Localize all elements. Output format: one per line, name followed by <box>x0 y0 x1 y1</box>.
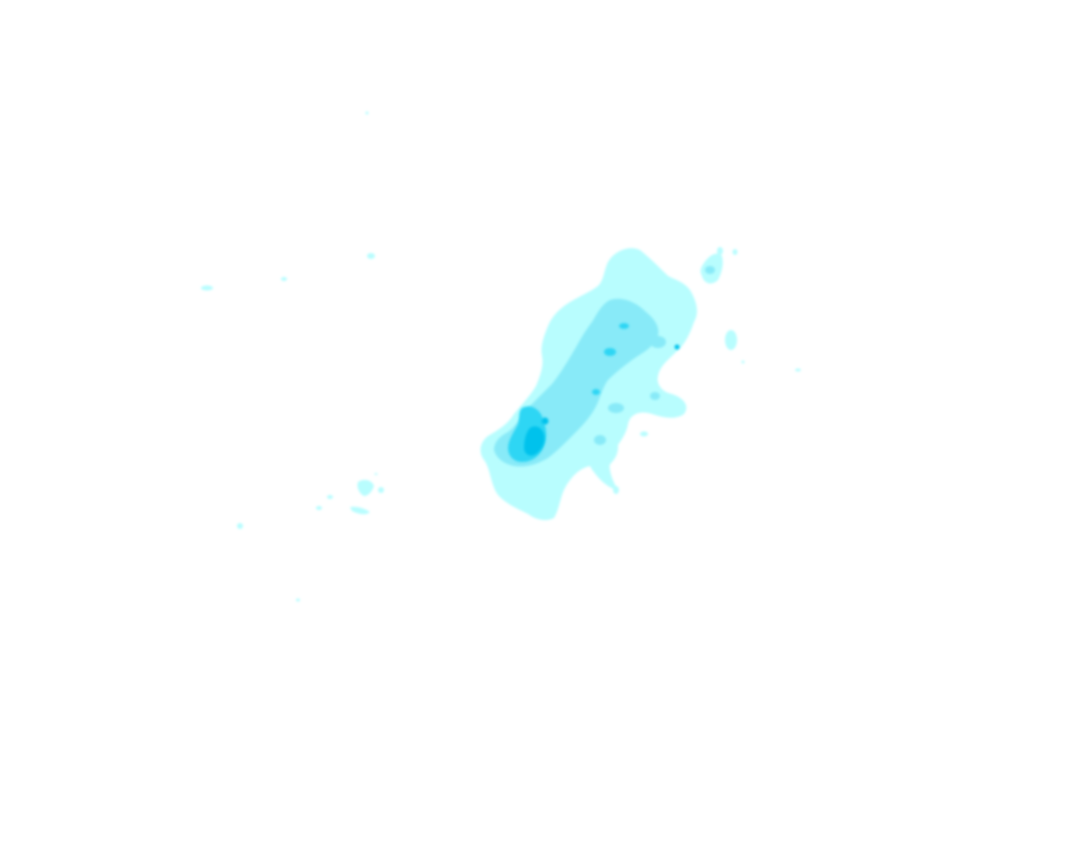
precip-blob <box>592 389 600 395</box>
precip-area-light-east <box>588 434 619 474</box>
precip-blob <box>732 249 738 255</box>
precip-blob <box>674 344 680 350</box>
precip-blob <box>705 266 715 274</box>
precip-blob <box>281 277 287 281</box>
precip-blob <box>237 523 243 529</box>
precip-blob <box>316 506 322 510</box>
precip-blob <box>327 495 333 499</box>
precip-blob <box>541 417 549 425</box>
precip-blob <box>378 487 384 493</box>
precip-blob <box>296 598 300 602</box>
precip-blob <box>564 362 584 374</box>
precip-blob <box>357 479 374 496</box>
precip-blob <box>717 247 723 255</box>
precip-blob <box>613 486 619 494</box>
precip-blob <box>619 323 629 329</box>
precip-blob <box>604 348 616 356</box>
scattered-showers <box>201 111 801 602</box>
precip-blob <box>594 435 606 445</box>
precip-blob <box>365 111 369 115</box>
precip-blob <box>795 368 801 372</box>
precip-blob <box>608 403 624 413</box>
precip-blob <box>201 285 213 291</box>
precip-blob <box>650 392 660 400</box>
precipitation-core-very-heavy <box>524 344 680 456</box>
precip-blob <box>725 330 737 350</box>
precip-blob <box>367 253 375 259</box>
precip-area-very-heavy <box>524 426 545 456</box>
precip-blob <box>350 506 370 515</box>
precip-blob <box>741 360 745 364</box>
precip-blob <box>374 473 378 475</box>
precip-blob <box>650 336 666 348</box>
precip-blob <box>640 431 648 437</box>
